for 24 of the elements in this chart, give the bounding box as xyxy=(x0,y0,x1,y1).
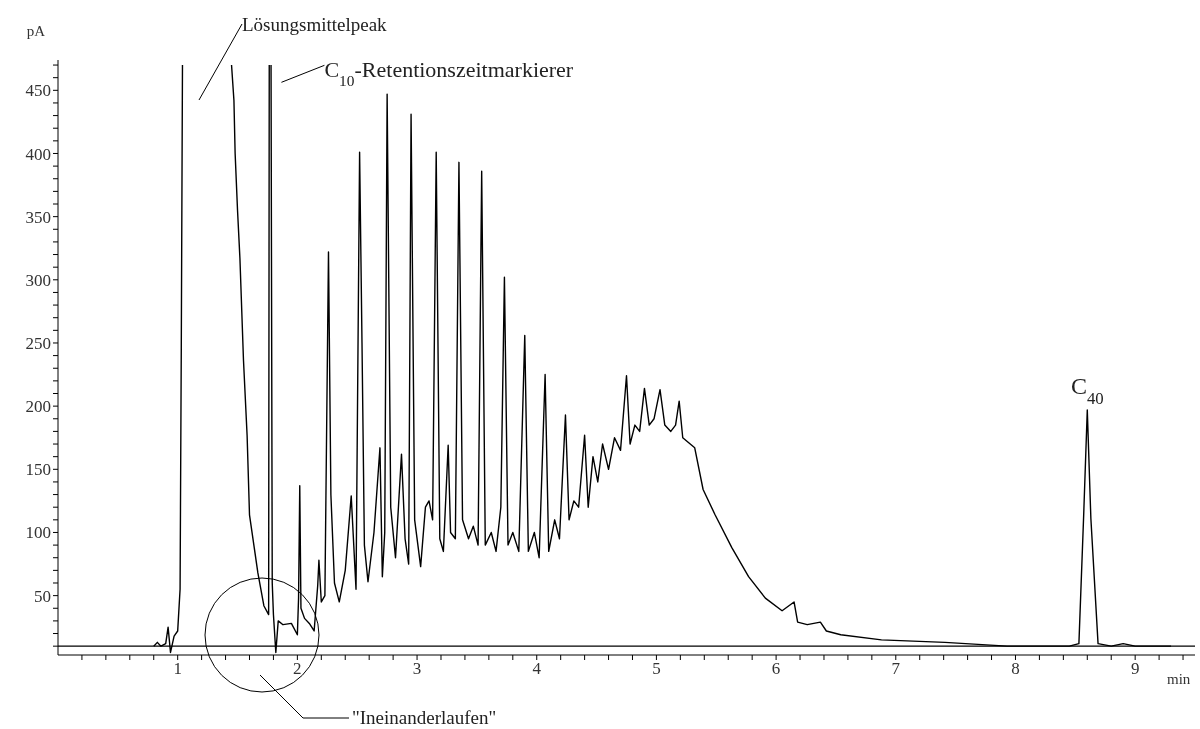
x-tick-label: 8 xyxy=(1011,659,1020,679)
y-tick-label: 100 xyxy=(25,523,51,543)
y-axis-title: pA xyxy=(26,23,46,39)
x-tick-label: 7 xyxy=(891,659,901,679)
x-tick-label: 9 xyxy=(1130,659,1140,679)
y-tick-label: 50 xyxy=(34,586,51,606)
x-tick-label: 4 xyxy=(532,659,542,679)
y-tick-label: 150 xyxy=(25,460,51,480)
y-tick-label: 200 xyxy=(25,397,51,417)
y-tick-label: 250 xyxy=(25,334,51,354)
annotation: C$_{40}$ xyxy=(1070,373,1104,408)
x-tick-label: 6 xyxy=(771,659,781,679)
text: Lösungsmittelpeak xyxy=(242,14,388,35)
x-axis-title: min xyxy=(1167,671,1191,687)
y-tick-label: 400 xyxy=(25,144,51,164)
x-tick-label: 2 xyxy=(293,659,302,679)
annotation: C$_{10}$-Retentionszeitmarkierer xyxy=(324,57,574,89)
x-tick-label: 1 xyxy=(173,659,182,679)
x-tick-label: 5 xyxy=(652,659,661,679)
x-tick-label: 3 xyxy=(412,659,422,679)
y-tick-label: 350 xyxy=(25,207,51,227)
y-tick-label: 450 xyxy=(25,81,51,101)
y-tick-label: 300 xyxy=(25,270,51,290)
text: "Ineinanderlaufen" xyxy=(352,707,497,728)
